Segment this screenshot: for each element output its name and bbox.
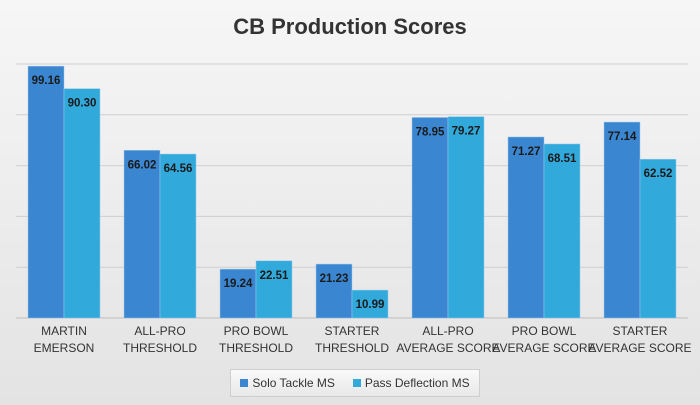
category-label-1: EMERSON (34, 341, 95, 355)
data-label-solo-tackle-6: 71.27 (512, 146, 541, 158)
data-label-pass-deflection-5: 79.27 (452, 126, 481, 138)
legend-label-solo-tackle: Solo Tackle MS (252, 376, 335, 390)
category-label-5: ALL-PRO (422, 324, 473, 338)
category-label-4: STARTER (325, 324, 380, 338)
bar-pass-deflection-3 (255, 260, 293, 319)
data-label-pass-deflection-6: 68.51 (548, 153, 577, 165)
legend-label-pass-deflection: Pass Deflection MS (364, 376, 470, 390)
bar-solo-tackle-7 (603, 121, 641, 319)
category-label-7: AVERAGE SCORE (588, 341, 691, 355)
bar-pass-deflection-4 (351, 289, 389, 319)
category-label-3: THRESHOLD (219, 341, 293, 355)
legend-item-solo-tackle: Solo Tackle MS (240, 376, 335, 390)
category-label-2: THRESHOLD (123, 341, 197, 355)
data-label-pass-deflection-1: 90.30 (68, 98, 97, 110)
data-label-pass-deflection-3: 22.51 (260, 270, 289, 282)
legend-swatch-pass-deflection (352, 379, 361, 387)
data-label-pass-deflection-7: 62.52 (644, 168, 673, 180)
chart-title: CB Production Scores (233, 14, 467, 39)
category-label-1: MARTIN (41, 324, 87, 338)
category-label-6: PRO BOWL (512, 324, 577, 338)
category-label-7: STARTER (613, 324, 668, 338)
bar-solo-tackle-4 (315, 263, 353, 319)
data-label-pass-deflection-2: 64.56 (164, 163, 193, 175)
data-label-solo-tackle-2: 66.02 (128, 159, 157, 171)
bar-solo-tackle-5 (411, 117, 449, 319)
category-label-5: AVERAGE SCORE (396, 341, 499, 355)
bar-pass-deflection-6 (543, 143, 581, 319)
bar-solo-tackle-1 (27, 65, 65, 319)
bar-pass-deflection-1 (63, 88, 101, 319)
category-label-6: AVERAGE SCORE (492, 341, 595, 355)
bar-solo-tackle-6 (507, 136, 545, 319)
category-label-4: THRESHOLD (315, 341, 389, 355)
bar-pass-deflection-2 (159, 153, 197, 319)
legend-item-pass-deflection: Pass Deflection MS (352, 376, 470, 390)
bar-pass-deflection-5 (447, 116, 485, 319)
bar-solo-tackle-3 (219, 268, 257, 319)
category-label-2: ALL-PRO (134, 324, 185, 338)
data-label-solo-tackle-3: 19.24 (224, 278, 253, 290)
legend: Solo Tackle MS Pass Deflection MS (230, 369, 480, 397)
bar-solo-tackle-2 (123, 150, 161, 319)
legend-swatch-solo-tackle (240, 379, 249, 387)
category-label-3: PRO BOWL (224, 324, 289, 338)
data-label-solo-tackle-1: 99.16 (32, 75, 61, 87)
data-label-solo-tackle-7: 77.14 (608, 131, 637, 143)
data-label-solo-tackle-5: 78.95 (416, 126, 445, 138)
data-label-solo-tackle-4: 21.23 (320, 273, 349, 285)
data-label-pass-deflection-4: 10.99 (356, 299, 385, 311)
bar-pass-deflection-7 (639, 158, 677, 319)
